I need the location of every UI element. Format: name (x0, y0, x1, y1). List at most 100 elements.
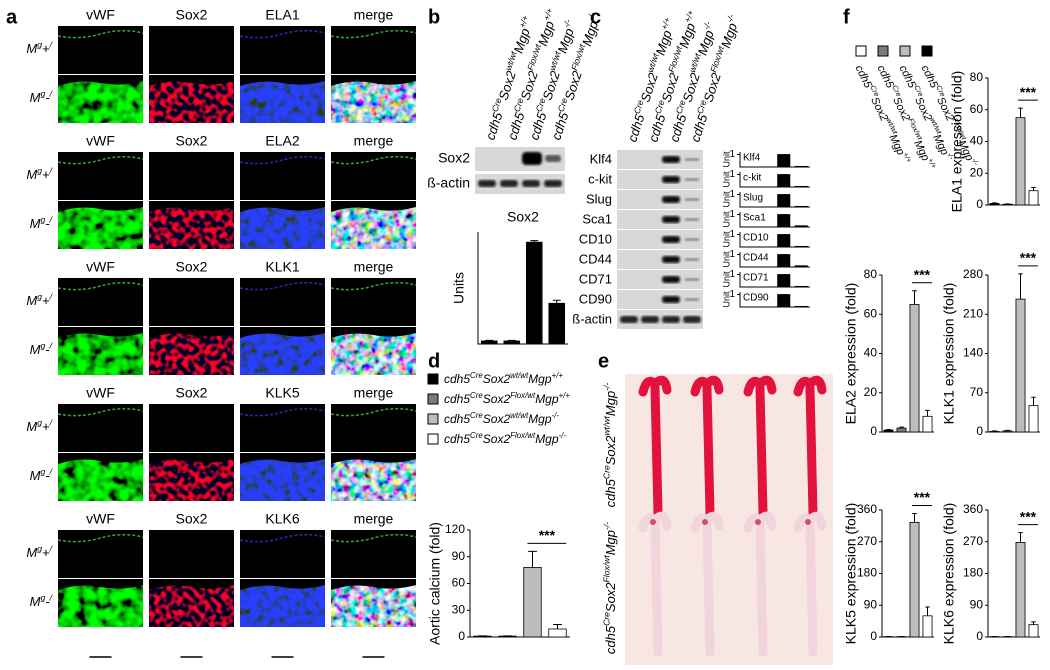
label-part: M (26, 419, 37, 434)
bar (1029, 191, 1038, 205)
significance-label: *** (539, 527, 556, 543)
axis-line (882, 275, 934, 432)
label-superscript: / (49, 341, 54, 351)
blot-band (685, 258, 699, 261)
label-superscript: Cre (602, 612, 612, 626)
micrograph-bg (58, 26, 143, 74)
calcium-spot (805, 519, 811, 525)
label-superscript: Flox/wt (510, 431, 536, 440)
blot-band (685, 298, 699, 301)
column-header: merge (354, 133, 394, 149)
label-superscript: Cre (470, 391, 483, 400)
label-superscript: / (49, 418, 54, 428)
error-bar (528, 551, 537, 567)
legend-label: cdh5CreSox2wt/wtMgp+/+ (444, 371, 563, 386)
label-part: cdh5 (505, 110, 528, 142)
blot-label: ß-actin (427, 175, 470, 191)
bar (795, 206, 807, 207)
label-part: Mgp (676, 21, 698, 50)
micrograph-bg (331, 530, 416, 578)
blot-band (478, 180, 496, 187)
legend-swatch (428, 394, 438, 404)
label-part: M (30, 594, 41, 609)
micrograph-bg (331, 404, 416, 452)
label-superscript: wt/wt (510, 411, 529, 420)
bar (795, 166, 807, 167)
y-axis-label: Unit (721, 251, 731, 268)
y-axis-label: ELA1 expression (fold) (949, 71, 965, 213)
column-header: ELA2 (265, 133, 299, 149)
label-part: M (30, 216, 41, 231)
column-header: Sox2 (176, 7, 208, 23)
y-tick-label: 0 (870, 629, 877, 643)
bar (778, 295, 790, 308)
blot-band (685, 238, 699, 241)
y-tick-label: 70 (970, 385, 984, 399)
micrograph-bg (331, 278, 416, 326)
row-label: Mg-/ (30, 341, 54, 358)
label-part: M (30, 468, 41, 483)
label-superscript: / (49, 593, 54, 603)
blot-band (683, 316, 701, 323)
blot-band (662, 196, 680, 203)
panel-letter: a (6, 6, 18, 28)
y-tick-label: 60 (864, 306, 878, 320)
blot-label: Klf4 (590, 151, 612, 166)
blot-band (544, 180, 562, 187)
row-label: Mg+/ (26, 418, 53, 435)
blot-band (500, 180, 518, 187)
column-header: vWF (86, 385, 115, 401)
bar (778, 275, 790, 288)
panel-letter: b (428, 6, 440, 28)
bar (778, 255, 790, 268)
micrograph-bg (58, 404, 143, 452)
label-superscript: wt/wt (602, 415, 612, 435)
row-label: Mg+/ (26, 544, 53, 561)
label-part: Mgp (603, 530, 618, 555)
label-part: cdh5 (483, 110, 506, 142)
bar (1016, 118, 1025, 205)
bar (778, 235, 790, 248)
bar (526, 242, 542, 344)
label-superscript: -/- (559, 431, 567, 440)
label-superscript: / (49, 544, 54, 554)
column-header: merge (354, 7, 394, 23)
row-label: Mg+/ (26, 166, 53, 183)
significance-label: *** (914, 489, 931, 505)
label-part: Mgp (579, 19, 601, 48)
y-tick-label: 120 (445, 522, 465, 536)
error-bar (1018, 274, 1023, 299)
column-header: vWF (86, 133, 115, 149)
error-bar (1018, 108, 1023, 118)
label-superscript: / (49, 215, 54, 225)
y-axis-label: ELA2 expression (fold) (843, 283, 859, 425)
error-bar (912, 514, 917, 523)
inset-title: CD44 (743, 253, 769, 264)
significance-label: *** (1020, 250, 1037, 266)
label-part: cdh5 (444, 432, 470, 446)
y-tick-label: 80 (864, 267, 878, 281)
row-label: Mg-/ (30, 593, 54, 610)
calcium-spot (650, 519, 656, 525)
bar (1029, 625, 1038, 637)
bar (1016, 299, 1025, 432)
bar (910, 522, 919, 637)
label-part: M (26, 293, 37, 308)
label-part: Sox2 (603, 582, 618, 612)
calcium-spot (702, 519, 708, 525)
label-superscript: -/- (552, 411, 560, 420)
inset-title: CD90 (743, 293, 769, 304)
y-axis-label: Unit (721, 211, 731, 228)
y-tick-label: 210 (963, 306, 983, 320)
bar (549, 629, 567, 637)
y-tick-label: 0 (976, 424, 983, 438)
micrograph-bg (149, 26, 234, 74)
bar (778, 155, 790, 168)
micrograph-bg (149, 530, 234, 578)
blot-label: Slug (586, 191, 612, 206)
error-bar (485, 340, 493, 341)
y-axis-label: Unit (721, 171, 731, 188)
y-axis-label: Unit (721, 291, 731, 308)
y-axis-label: KLK1 expression (fold) (941, 283, 957, 425)
